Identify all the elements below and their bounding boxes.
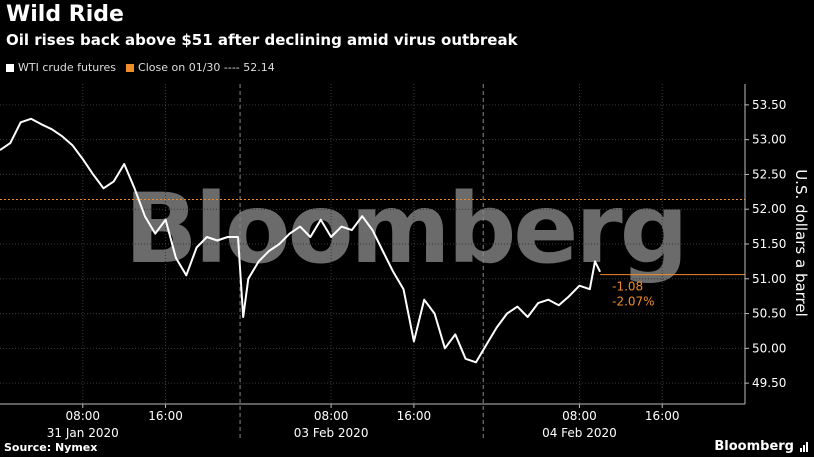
series-line-wti [0,117,601,364]
x-date-label: 04 Feb 2020 [542,426,617,440]
axes: 53.50 53.00 52.50 52.00 51.50 51.00 50.50 50.00… [0,84,786,440]
x-tick-label: 08:00 [314,409,349,423]
change-annotation: -2.07% [612,295,654,309]
y-tick-label: 49.50 [752,376,786,390]
legend-swatch-close [126,63,135,72]
bloomberg-watermark: Bloomberg [125,173,686,285]
y-tick-label: 52.50 [752,167,786,181]
legend: WTI crude futures Close on 01/30 ---- 52… [6,61,275,74]
reference-lines: -1.08-2.07% [0,198,745,309]
legend-label-close: Close on 01/30 ---- 52.14 [138,61,275,74]
x-tick-label: 08:00 [562,409,597,423]
chart-title: Wild Ride [6,2,124,27]
grid [0,84,745,438]
x-date-label: 03 Feb 2020 [294,426,369,440]
y-tick-label: 51.50 [752,237,786,251]
x-tick-label: 16:00 [397,409,432,423]
x-tick-label: 16:00 [645,409,680,423]
change-annotation: -1.08 [612,280,643,294]
series-layer [0,117,601,364]
x-tick-label: 08:00 [65,409,100,423]
source-note: Source: Nymex [4,441,98,454]
y-tick-label: 53.00 [752,133,786,147]
brand-logo: Bloomberg [714,439,794,454]
y-tick-label: 53.50 [752,98,786,112]
legend-swatch-series [6,63,14,72]
y-tick-label: 50.00 [752,341,786,355]
y-axis-label: U.S. dollars a barrel [792,169,810,317]
y-tick-label: 52.00 [752,202,786,216]
chart-subtitle: Oil rises back above $51 after declining… [6,31,518,49]
legend-label-series: WTI crude futures [18,61,117,74]
y-tick-label: 51.00 [752,272,786,286]
y-tick-label: 50.50 [752,307,786,321]
x-date-label: 31 Jan 2020 [47,426,119,440]
x-tick-label: 16:00 [148,409,183,423]
bars-icon [800,442,808,452]
